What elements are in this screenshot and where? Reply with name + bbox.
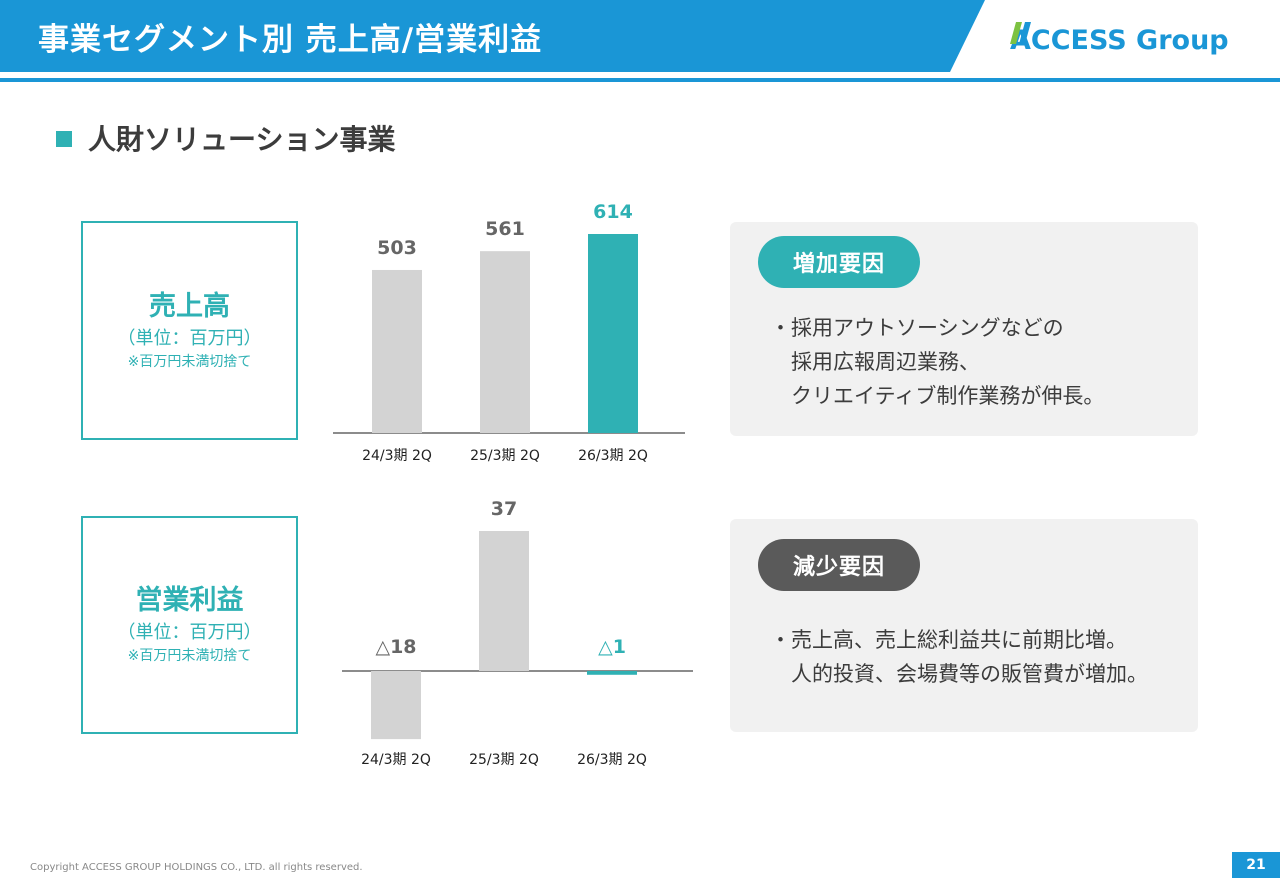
decrease-factor-line: 人的投資、会場費等の販管費が増加。 xyxy=(770,662,1148,686)
increase-factor-line: ・採用アウトソーシングなどの xyxy=(770,316,1064,340)
decrease-factors-text: ・売上高、売上総利益共に前期比増。 人的投資、会場費等の販管費が増加。 xyxy=(770,623,1148,691)
page-title: 事業セグメント別 売上高/営業利益 xyxy=(38,22,543,58)
header-divider xyxy=(0,78,1280,82)
sales-label-unit: （単位：百万円） xyxy=(117,327,262,349)
chart-value-label: 37 xyxy=(491,498,517,520)
chart-category-label: 25/3期 2Q xyxy=(469,752,539,768)
sales-chart: 503 24/3期 2Q 561 25/3期 2Q 614 26/3期 2Q xyxy=(330,190,700,480)
chart-bar xyxy=(587,671,637,675)
increase-factor-line: 採用広報周辺業務、 xyxy=(770,350,980,374)
copyright-text: Copyright ACCESS GROUP HOLDINGS CO., LTD… xyxy=(30,862,363,873)
profit-label-title: 営業利益 xyxy=(135,585,244,616)
sales-label-title: 売上高 xyxy=(149,290,230,322)
profit-chart: △18 24/3期 2Q 37 25/3期 2Q △1 26/3期 2Q xyxy=(330,490,710,780)
increase-factors-badge: 増加要因 xyxy=(758,236,920,288)
logo-mark-icon xyxy=(1010,22,1031,44)
chart-value-label: 561 xyxy=(485,218,525,240)
header-bar: 事業セグメント別 売上高/営業利益 ACCESS Group xyxy=(0,0,1280,72)
chart-category-label: 25/3期 2Q xyxy=(470,448,540,464)
section-bullet-icon xyxy=(56,131,72,147)
logo-text: ACCESS Group xyxy=(1010,24,1229,56)
profit-label-unit: （単位：百万円） xyxy=(117,622,262,643)
increase-factors-panel: 増加要因 ・採用アウトソーシングなどの 採用広報周辺業務、 クリエイティブ制作業… xyxy=(730,222,1198,436)
decrease-factors-badge: 減少要因 xyxy=(758,539,920,591)
profit-label-note: ※百万円未満切捨て xyxy=(127,648,252,664)
chart-category-label: 26/3期 2Q xyxy=(578,448,648,464)
chart-bar xyxy=(372,269,422,433)
page-number: 21 xyxy=(1232,852,1280,878)
section-title: 人財ソリューション事業 xyxy=(88,123,396,156)
chart-value-label: △18 xyxy=(375,636,416,658)
chart-bar xyxy=(479,531,529,671)
chart-bar xyxy=(371,671,421,740)
chart-category-label: 24/3期 2Q xyxy=(362,448,432,464)
company-logo: ACCESS Group xyxy=(1010,22,1229,58)
increase-factors-text: ・採用アウトソーシングなどの 採用広報周辺業務、 クリエイティブ制作業務が伸長。 xyxy=(770,311,1104,413)
chart-value-label: 614 xyxy=(593,201,633,223)
profit-chart-svg: △18 24/3期 2Q 37 25/3期 2Q △1 26/3期 2Q xyxy=(342,498,693,768)
decrease-factor-line: ・売上高、売上総利益共に前期比増。 xyxy=(770,628,1127,652)
decrease-factors-panel: 減少要因 ・売上高、売上総利益共に前期比増。 人的投資、会場費等の販管費が増加。 xyxy=(730,519,1198,732)
chart-category-label: 24/3期 2Q xyxy=(361,752,431,768)
chart-bar xyxy=(480,251,530,433)
sales-label-note: ※百万円未満切捨て xyxy=(127,353,252,370)
profit-label-box: 営業利益 （単位：百万円） ※百万円未満切捨て xyxy=(81,516,298,734)
header-background xyxy=(0,0,985,72)
sales-chart-svg: 503 24/3期 2Q 561 25/3期 2Q 614 26/3期 2Q xyxy=(333,201,685,464)
chart-bar xyxy=(588,234,638,433)
chart-value-label: △1 xyxy=(598,636,626,658)
increase-factor-line: クリエイティブ制作業務が伸長。 xyxy=(770,384,1105,408)
sales-label-box: 売上高 （単位：百万円） ※百万円未満切捨て xyxy=(81,221,298,440)
chart-value-label: 503 xyxy=(377,237,417,259)
chart-category-label: 26/3期 2Q xyxy=(577,752,647,768)
